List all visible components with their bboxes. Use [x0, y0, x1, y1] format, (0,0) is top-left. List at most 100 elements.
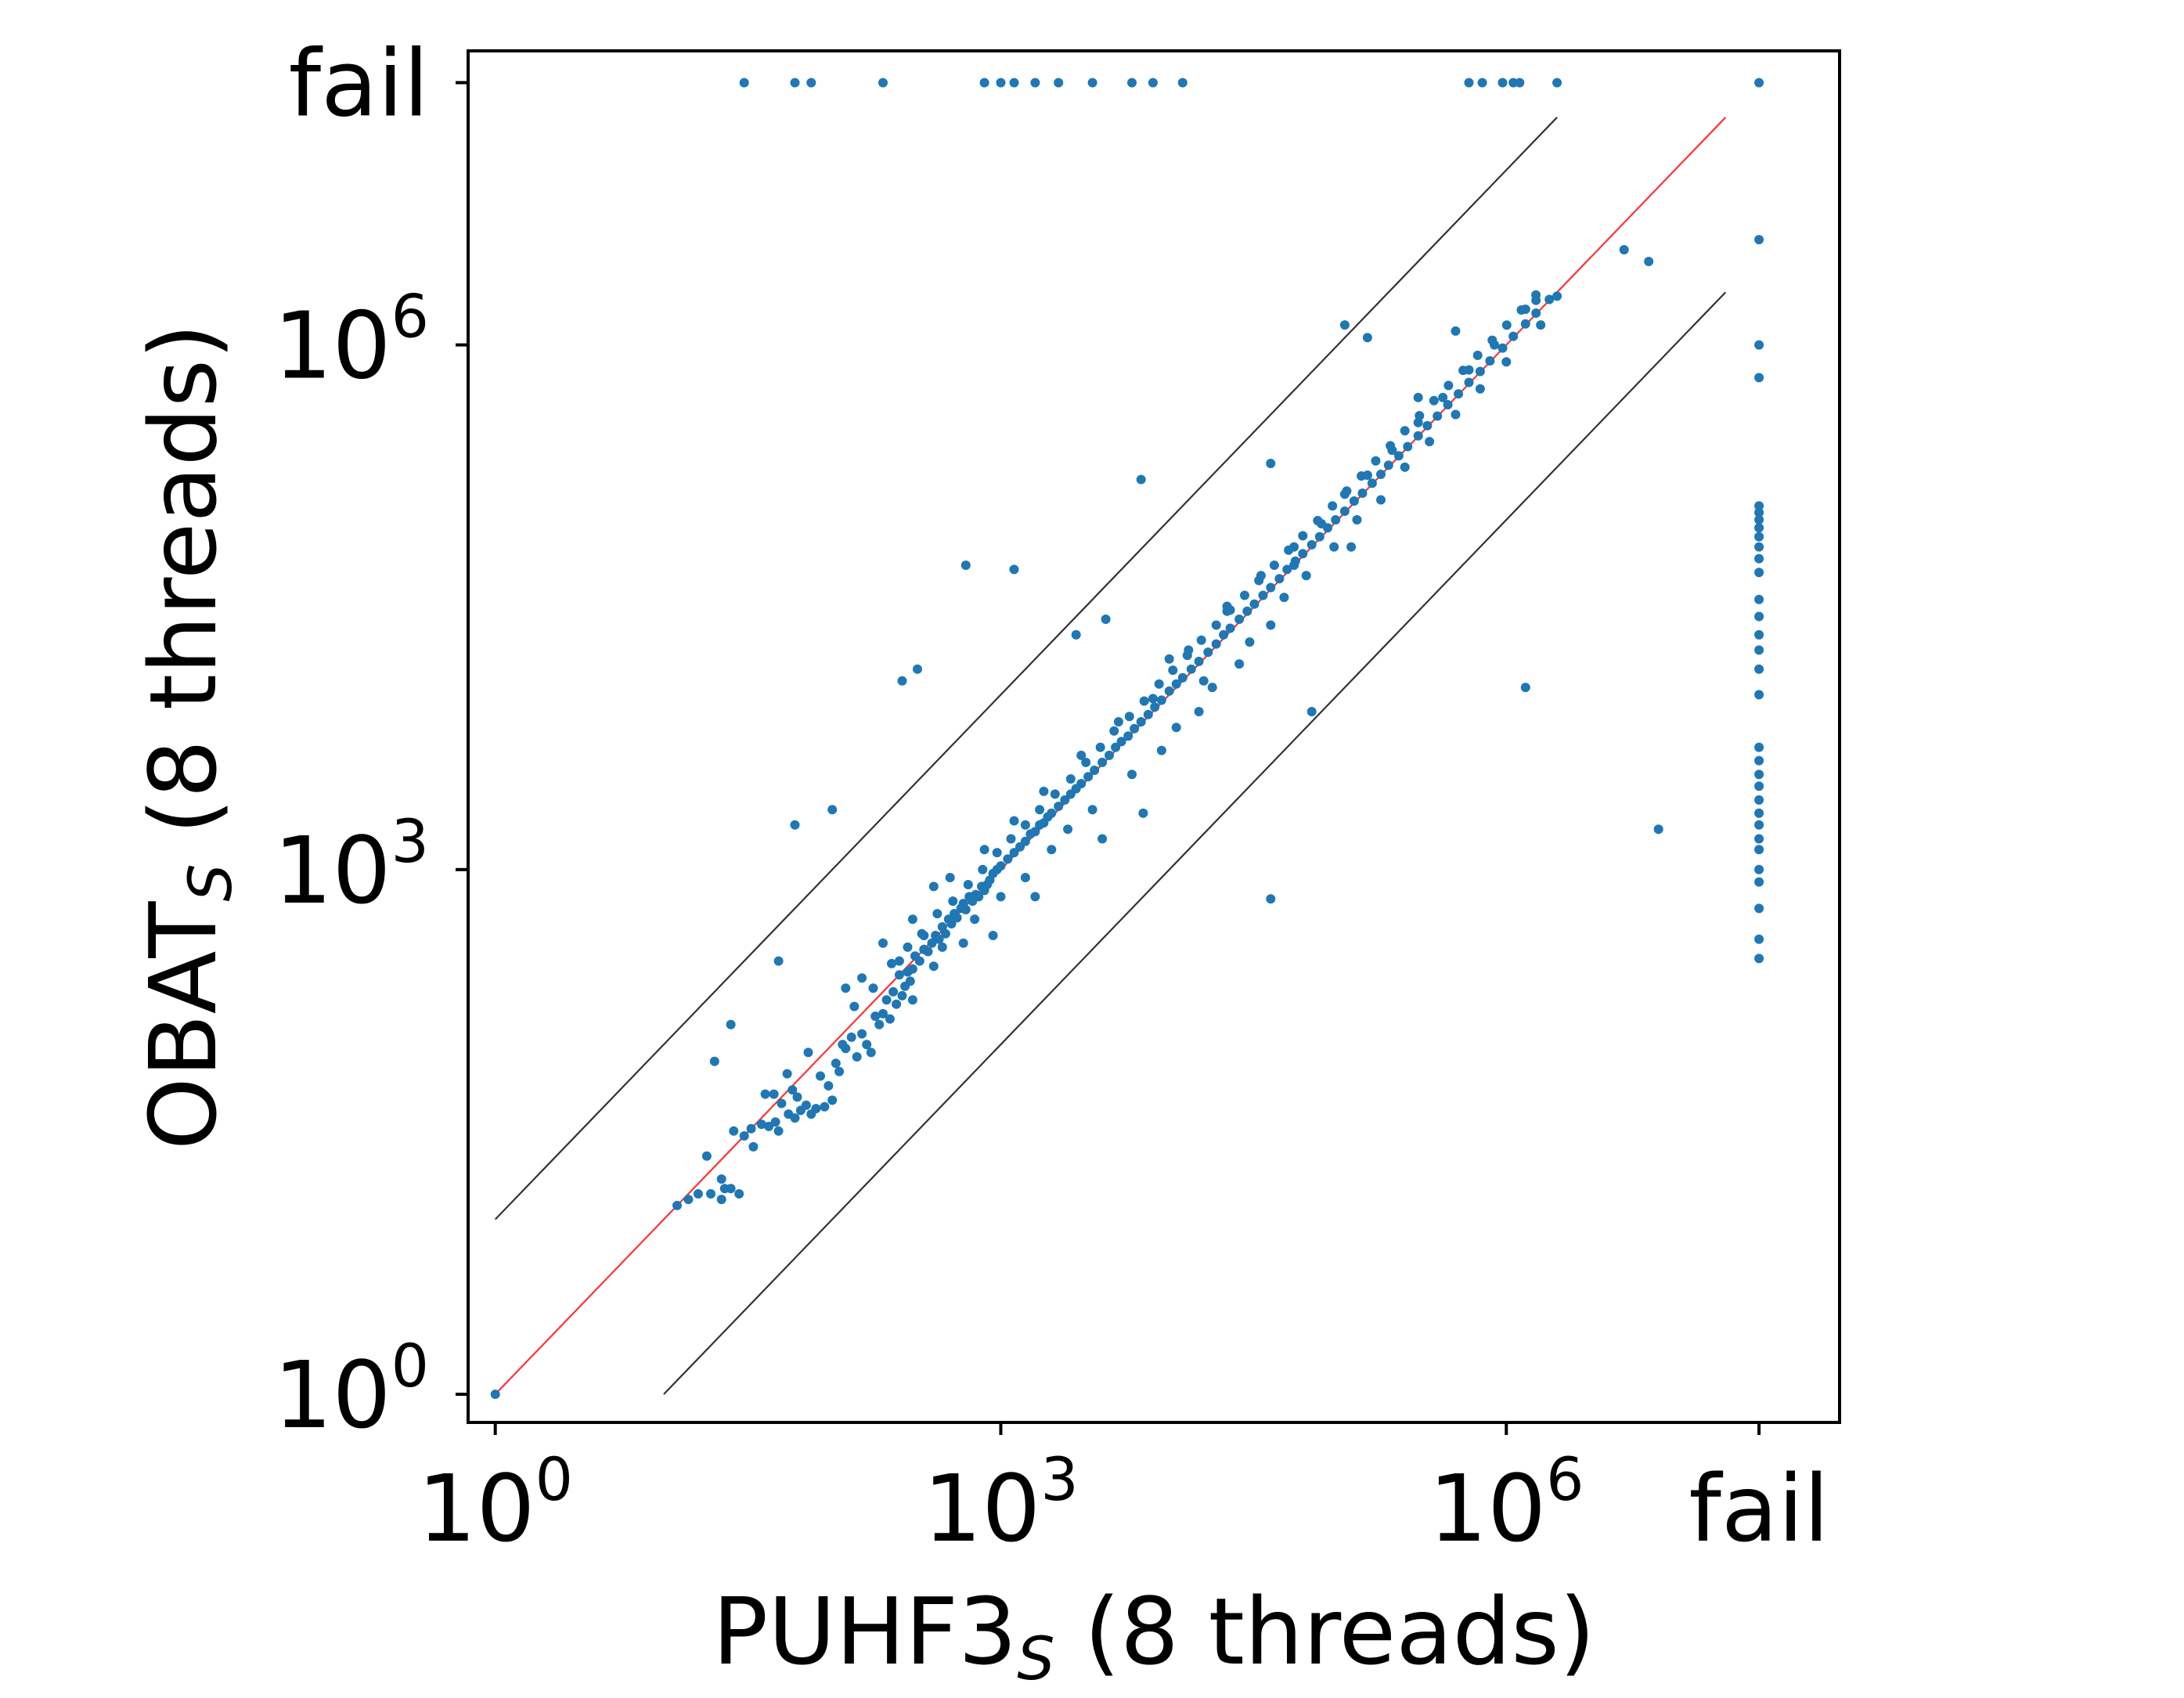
data-point	[1127, 770, 1137, 780]
data-point	[490, 1390, 500, 1399]
data-point	[1754, 834, 1764, 844]
data-point	[1754, 523, 1764, 533]
data-point	[726, 1184, 736, 1194]
data-point	[734, 1189, 744, 1199]
data-point	[801, 1100, 811, 1110]
data-point	[1501, 357, 1512, 367]
data-point	[1754, 808, 1764, 818]
data-point	[894, 956, 904, 966]
data-point	[1274, 574, 1285, 584]
data-point	[1060, 795, 1070, 805]
data-point	[1497, 78, 1508, 88]
data-point	[1458, 366, 1469, 376]
data-point	[1552, 78, 1562, 88]
x-tick-label: 100	[417, 1444, 573, 1563]
data-point	[1422, 420, 1433, 431]
data-point	[1339, 507, 1350, 516]
data-point	[1009, 564, 1019, 575]
y-tick-label: 103	[273, 806, 429, 925]
data-point	[913, 664, 922, 674]
data-point	[903, 942, 913, 952]
data-point	[1240, 590, 1249, 600]
data-point	[963, 880, 973, 889]
data-point	[852, 1052, 862, 1062]
data-point	[1644, 257, 1654, 266]
data-point	[1475, 384, 1485, 394]
data-point	[1090, 765, 1100, 775]
data-point	[1130, 723, 1140, 734]
data-point	[1269, 561, 1279, 570]
data-point	[1143, 709, 1153, 719]
data-point	[1754, 594, 1764, 604]
data-point	[907, 964, 917, 974]
data-point	[857, 973, 867, 983]
data-point	[1754, 820, 1764, 830]
x-tick-label: 106	[1429, 1444, 1584, 1563]
data-point	[868, 983, 878, 993]
data-point	[1485, 356, 1495, 366]
data-point	[1249, 599, 1260, 609]
data-point	[1754, 877, 1764, 887]
data-point	[974, 892, 984, 902]
data-point	[846, 1032, 856, 1042]
data-point	[1754, 781, 1764, 791]
data-point	[1376, 469, 1386, 479]
data-point	[928, 881, 939, 892]
data-point	[1266, 582, 1276, 593]
data-point	[1754, 770, 1764, 780]
data-point	[1515, 78, 1525, 88]
data-point	[1222, 601, 1232, 611]
data-point	[748, 1141, 759, 1152]
data-point	[1475, 366, 1485, 377]
data-point	[777, 1098, 787, 1109]
data-point	[1754, 795, 1764, 805]
data-point	[1754, 507, 1764, 517]
data-point	[907, 995, 917, 1005]
data-point	[1754, 629, 1764, 640]
data-point	[1376, 495, 1386, 505]
data-point	[1454, 389, 1464, 399]
data-point	[940, 928, 950, 939]
data-point	[1109, 726, 1119, 736]
data-point	[831, 1058, 841, 1069]
data-point	[1097, 834, 1108, 844]
data-point	[1245, 637, 1255, 647]
y-axis-ticks: 100 103 106 fail	[273, 30, 468, 1449]
data-point	[1298, 531, 1308, 541]
data-point	[1279, 593, 1289, 603]
data-point	[996, 861, 1006, 871]
data-point	[1254, 575, 1264, 586]
reference-line	[494, 117, 1558, 1220]
data-point	[1443, 400, 1453, 409]
data-point	[1050, 789, 1060, 799]
data-point	[1203, 647, 1213, 658]
data-point	[824, 1081, 834, 1091]
data-point	[1451, 326, 1461, 336]
data-point	[881, 995, 892, 1005]
plot-background	[468, 51, 1840, 1422]
data-point	[770, 1117, 780, 1127]
data-point	[905, 976, 915, 986]
data-point	[1211, 620, 1221, 630]
data-point	[1313, 516, 1323, 525]
data-point	[1076, 750, 1087, 760]
data-point	[1754, 742, 1764, 752]
data-point	[1314, 532, 1324, 542]
data-point	[1306, 707, 1317, 716]
data-point	[782, 1069, 792, 1079]
data-point	[923, 946, 933, 957]
data-point	[1047, 845, 1057, 855]
data-point	[1065, 774, 1076, 784]
data-point	[1352, 515, 1362, 525]
data-point	[1148, 78, 1158, 88]
data-point	[1234, 615, 1245, 624]
data-point	[897, 990, 907, 1000]
data-point	[1415, 411, 1425, 420]
data-point	[1487, 335, 1497, 345]
data-point	[1393, 451, 1404, 461]
data-point	[746, 1123, 756, 1134]
data-point	[1464, 78, 1474, 88]
data-point	[928, 961, 939, 972]
data-point	[792, 1092, 802, 1102]
